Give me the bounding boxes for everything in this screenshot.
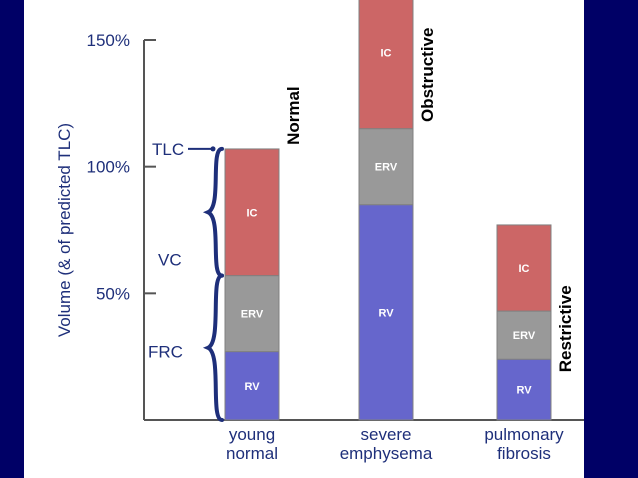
bar-segment-label: ERV bbox=[241, 309, 264, 321]
bar-segment-erv bbox=[224, 275, 280, 353]
category-label: emphysema bbox=[340, 444, 433, 463]
category-label: fibrosis bbox=[497, 444, 551, 463]
bar-segment-ic bbox=[358, 0, 414, 130]
bar-segment-label: IC bbox=[247, 207, 258, 219]
bar-segment-label: ERV bbox=[513, 330, 536, 342]
pattern-label: Normal bbox=[284, 86, 303, 145]
category-label: severe bbox=[360, 425, 411, 444]
bar-segment-label: ERV bbox=[375, 162, 398, 174]
bar-segment-label: IC bbox=[381, 48, 392, 60]
category-label: normal bbox=[226, 444, 278, 463]
frc-label: FRC bbox=[148, 343, 183, 362]
y-tick-label: 50% bbox=[96, 284, 130, 303]
frc-brace bbox=[202, 273, 224, 422]
bar-segment-label: RV bbox=[244, 381, 260, 393]
y-axis-title: Volume (& of predicted TLC) bbox=[55, 123, 74, 337]
tlc-label: TLC bbox=[152, 140, 184, 159]
category-label: young bbox=[229, 425, 275, 444]
y-tick-label: 150% bbox=[87, 31, 130, 50]
bar-segment-erv bbox=[496, 310, 552, 360]
bar-segment-label: IC bbox=[519, 263, 530, 275]
bar-segment-label: RV bbox=[516, 385, 532, 397]
bar-segment-ic bbox=[224, 148, 280, 277]
category-label: pulmonary bbox=[484, 425, 564, 444]
bar-segment-ic bbox=[496, 224, 552, 312]
chart-panel: 150% 100% 50% Volume (& of predicted TLC) RV… bbox=[24, 0, 584, 478]
pattern-label: Obstructive bbox=[418, 28, 437, 122]
bar-segment-rv bbox=[224, 351, 280, 421]
bar-segment-label: RV bbox=[378, 307, 394, 319]
chart-canvas: 150% 100% 50% Volume (& of predicted TLC) RV… bbox=[55, 0, 584, 463]
y-tick-label: 100% bbox=[87, 158, 130, 177]
pattern-label: Restrictive bbox=[556, 285, 575, 372]
tlc-arrow-head bbox=[210, 146, 216, 152]
vc-brace-upper bbox=[202, 146, 224, 278]
vc-label: VC bbox=[158, 251, 182, 270]
